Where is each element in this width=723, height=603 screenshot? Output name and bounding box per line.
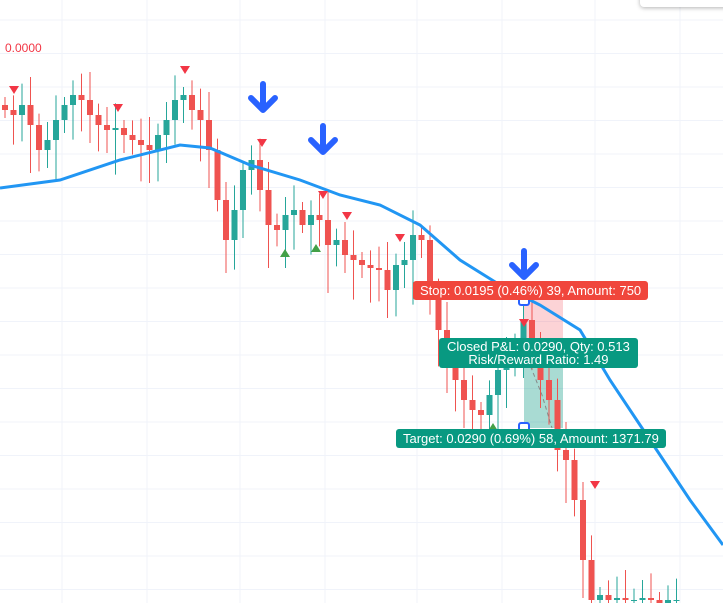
buy-marker-icon: [311, 244, 321, 252]
candle-body: [231, 210, 238, 240]
moving-average-line: [0, 143, 723, 546]
candle-body: [206, 120, 212, 150]
candle-body: [308, 215, 314, 225]
candle-body: [163, 120, 170, 135]
candle-body: [554, 400, 561, 450]
candle-body: [316, 215, 323, 220]
candle-body: [673, 600, 680, 601]
candle-body: [155, 135, 161, 150]
candle-body: [87, 100, 93, 115]
candle-body: [19, 105, 25, 115]
candle-body: [665, 600, 671, 603]
candle-body: [427, 240, 433, 300]
candle-body: [27, 105, 34, 125]
candle-body: [435, 300, 442, 330]
candle-body: [291, 210, 297, 215]
candle-body: [418, 235, 425, 240]
candle-body: [61, 105, 68, 120]
candle-body: [563, 450, 569, 460]
candle-body: [529, 320, 535, 340]
candle-body: [452, 360, 459, 380]
stop-label: Stop: 0.0195 (0.46%) 39, Amount: 750: [413, 281, 649, 300]
candle-body: [656, 600, 663, 603]
candle-body: [95, 115, 102, 125]
risk-reward: Risk/Reward Ratio: 1.49: [468, 352, 609, 367]
candle-body: [631, 600, 637, 601]
sell-marker-icon: [9, 86, 19, 94]
candle-body: [214, 150, 221, 200]
candle-body: [44, 140, 51, 150]
candle-body: [546, 380, 552, 400]
candle-body: [325, 220, 331, 245]
arrow-down-icon: [308, 123, 338, 155]
candle-body: [138, 140, 144, 145]
candle-body: [622, 598, 629, 600]
toolbar-panel[interactable]: [640, 0, 723, 7]
candle-body: [461, 380, 467, 400]
candle-body: [10, 110, 17, 115]
sell-marker-icon: [342, 212, 352, 220]
buy-marker-icon: [280, 249, 290, 257]
sell-marker-icon: [519, 319, 529, 327]
pnl-label: Closed P&L: 0.0290, Qty: 0.513 Risk/Rewa…: [439, 338, 638, 368]
candle-body: [393, 265, 399, 290]
candle-body: [342, 240, 348, 255]
candle-body: [282, 215, 289, 230]
candle-body: [104, 125, 110, 130]
candle-body: [648, 598, 654, 600]
trade-path: [527, 359, 553, 429]
candle-body: [265, 190, 272, 225]
sell-marker-icon: [395, 234, 405, 242]
arrow-down-icon: [248, 81, 278, 113]
candle-body: [36, 125, 42, 150]
sell-marker-icon: [180, 66, 190, 74]
candle-body: [401, 260, 408, 265]
candle-body: [189, 95, 195, 110]
candle-body: [478, 410, 484, 415]
candle-body: [197, 110, 204, 120]
sell-marker-icon: [113, 104, 123, 112]
sell-marker-icon: [318, 191, 328, 199]
candle-body: [257, 160, 263, 190]
candle-body: [223, 200, 229, 240]
closed-pnl: Closed P&L: 0.0290, Qty: 0.513: [447, 339, 630, 354]
candle-body: [486, 395, 493, 415]
sell-marker-icon: [590, 481, 600, 489]
candle-body: [299, 210, 306, 225]
candle-body: [384, 270, 391, 290]
candle-body: [588, 560, 595, 600]
arrow-down-icon: [509, 248, 539, 280]
price-axis-label: 0.0000: [5, 41, 42, 55]
candle-body: [172, 100, 178, 120]
candle-body: [129, 135, 136, 140]
candle-body: [495, 370, 501, 395]
candle-body: [78, 95, 85, 100]
candle-body: [571, 460, 578, 500]
candle-body: [410, 235, 416, 260]
candle-body: [359, 260, 365, 265]
candle-body: [146, 145, 153, 150]
candle-body: [333, 240, 340, 245]
candle-body: [614, 598, 620, 600]
candle-body: [121, 128, 127, 135]
candle-body: [240, 170, 246, 210]
candle-body: [53, 120, 59, 140]
target-label: Target: 0.0290 (0.69%) 58, Amount: 1371.…: [396, 429, 666, 448]
candle-body: [376, 268, 382, 270]
candle-body: [597, 595, 603, 600]
candle-body: [367, 265, 374, 268]
candle-body: [639, 598, 646, 600]
candle-body: [2, 105, 8, 110]
candle-body: [274, 225, 280, 230]
candle-body: [112, 128, 119, 130]
candle-body: [180, 95, 187, 100]
candle-body: [469, 400, 476, 410]
candle-body: [350, 255, 357, 260]
candle-body: [605, 595, 612, 600]
candle-body: [580, 500, 586, 560]
candle-body: [70, 95, 76, 105]
candle-body: [520, 320, 527, 345]
sell-marker-icon: [257, 139, 267, 147]
